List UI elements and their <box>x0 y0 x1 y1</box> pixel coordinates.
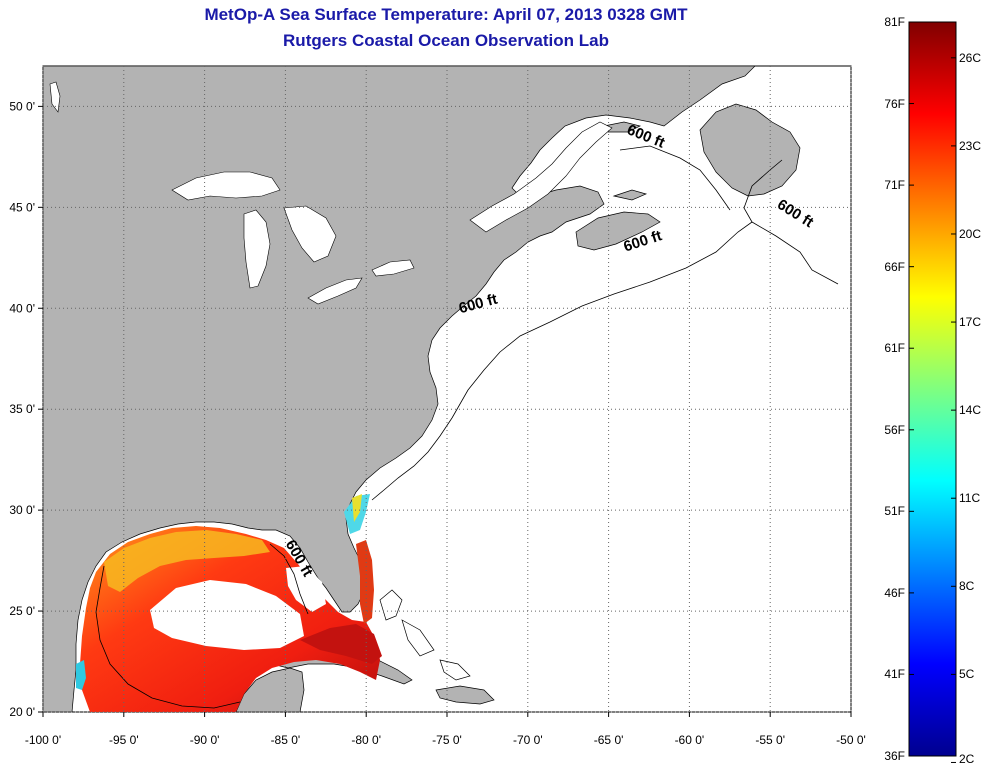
x-tick-label: -75 0' <box>432 733 462 747</box>
st-lawrence <box>469 121 613 233</box>
bahamas-outline <box>379 589 471 681</box>
colorbar-f-label: 46F <box>884 585 905 600</box>
sst-florida-straits <box>300 624 382 664</box>
x-tick-label: -100 0' <box>25 733 61 747</box>
colorbar-f-label: 56F <box>884 422 905 437</box>
lake-michigan <box>243 209 271 289</box>
x-tick-label: -60 0' <box>675 733 705 747</box>
sst-gulf-shelf <box>104 530 270 592</box>
colorbar-c-label: 5C <box>959 667 975 682</box>
x-tick-label: -95 0' <box>109 733 139 747</box>
isobath-600ft <box>95 145 839 709</box>
colorbar-ticks <box>909 21 956 763</box>
colorbar-c-label: 2C <box>959 752 975 766</box>
y-tick-label: 45 0' <box>9 200 35 214</box>
y-tick-label: 30 0' <box>9 503 35 517</box>
x-tick-label: -50 0' <box>836 733 866 747</box>
lake-winnipeg <box>49 81 61 113</box>
land-yucatan <box>235 667 305 712</box>
x-tick-label: -65 0' <box>594 733 624 747</box>
colorbar-c-label: 20C <box>959 226 982 241</box>
sst-texas-cyan <box>76 660 86 690</box>
y-tick-label: 25 0' <box>9 604 35 618</box>
x-tick-label: -70 0' <box>513 733 543 747</box>
colorbar-f-label: 41F <box>884 667 905 682</box>
colorbar-c-label: 26C <box>959 50 982 65</box>
lake-superior <box>171 171 281 201</box>
sst-gulf-stream-yellow <box>352 494 362 522</box>
sst-cloud-mask-east <box>286 566 326 612</box>
lake-erie-ontario <box>307 259 415 305</box>
y-tick-label: 40 0' <box>9 301 35 315</box>
colorbar-f-label: 51F <box>884 504 905 519</box>
colorbar-f-label: 81F <box>884 15 905 29</box>
y-tick-label: 20 0' <box>9 705 35 719</box>
map-title: MetOp-A Sea Surface Temperature: April 0… <box>204 5 688 24</box>
land-newfoundland <box>699 103 801 197</box>
x-tick-label: -80 0' <box>351 733 381 747</box>
x-tick-label: -85 0' <box>271 733 301 747</box>
colorbar-f-label: 66F <box>884 259 905 274</box>
lake-huron <box>283 205 337 263</box>
sst-cloud-mask <box>150 580 304 650</box>
colorbar-c-label: 23C <box>959 138 982 153</box>
land-hispaniola <box>435 685 495 705</box>
y-tick-label: 50 0' <box>9 99 35 113</box>
x-axis-ticks: -100 0' -95 0' -90 0' -85 0' -80 0' -75 0' -70… <box>25 712 866 747</box>
map-subtitle: Rutgers Coastal Ocean Observation Lab <box>283 31 609 50</box>
sst-east-florida <box>356 540 374 624</box>
land-nova-scotia <box>575 211 661 251</box>
y-axis-ticks: 50 0' 45 0' 40 0' 35 0' 30 0' 25 0' 20 0' <box>9 99 43 719</box>
x-tick-label: -55 0' <box>755 733 785 747</box>
colorbar-f-label: 61F <box>884 341 905 356</box>
colorbar-c-label: 8C <box>959 579 975 594</box>
x-tick-label: -90 0' <box>190 733 220 747</box>
colorbar-f-label: 76F <box>884 96 905 111</box>
land-north-america <box>43 66 756 712</box>
colorbar-c-label: 14C <box>959 403 982 418</box>
colorbar-f-label: 71F <box>884 178 905 193</box>
colorbar <box>908 21 957 757</box>
colorbar-c-label: 17C <box>959 315 982 330</box>
colorbar-c-label: 11C <box>959 491 981 506</box>
colorbar-f-label: 36F <box>884 749 905 763</box>
y-tick-label: 35 0' <box>9 402 35 416</box>
